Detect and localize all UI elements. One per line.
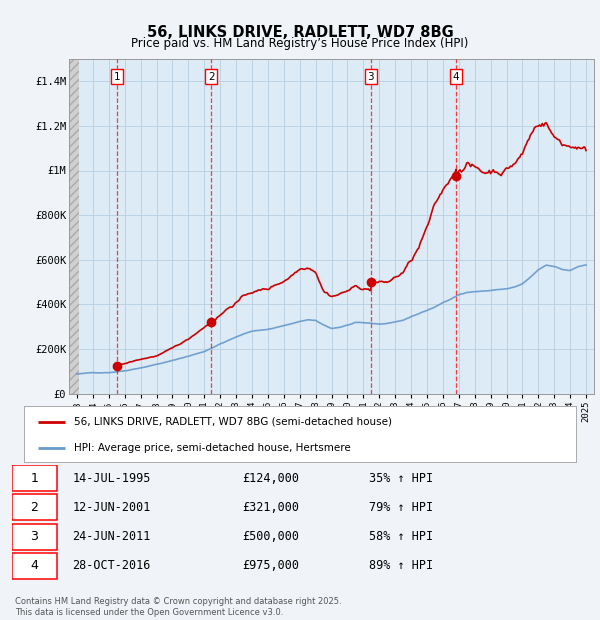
Text: 28-OCT-2016: 28-OCT-2016 [73,559,151,572]
Text: 1: 1 [114,72,121,82]
Text: 79% ↑ HPI: 79% ↑ HPI [369,501,433,514]
FancyBboxPatch shape [12,523,57,550]
Text: 35% ↑ HPI: 35% ↑ HPI [369,472,433,484]
Text: £500,000: £500,000 [242,530,299,543]
Text: 12-JUN-2001: 12-JUN-2001 [73,501,151,514]
FancyBboxPatch shape [12,494,57,520]
FancyBboxPatch shape [12,465,57,491]
Bar [211,59,371,394]
Text: 4: 4 [31,559,38,572]
Text: £124,000: £124,000 [242,472,299,484]
Text: 3: 3 [31,530,38,543]
Bar [371,59,456,394]
Text: 14-JUL-1995: 14-JUL-1995 [73,472,151,484]
Text: 89% ↑ HPI: 89% ↑ HPI [369,559,433,572]
Text: Contains HM Land Registry data © Crown copyright and database right 2025.
This d: Contains HM Land Registry data © Crown c… [15,598,341,617]
Text: 56, LINKS DRIVE, RADLETT, WD7 8BG (semi-detached house): 56, LINKS DRIVE, RADLETT, WD7 8BG (semi-… [74,417,392,427]
FancyBboxPatch shape [12,553,57,579]
Text: HPI: Average price, semi-detached house, Hertsmere: HPI: Average price, semi-detached house,… [74,443,350,453]
Text: £321,000: £321,000 [242,501,299,514]
Text: 56, LINKS DRIVE, RADLETT, WD7 8BG: 56, LINKS DRIVE, RADLETT, WD7 8BG [146,25,454,40]
Bar [77,59,118,394]
Text: £975,000: £975,000 [242,559,299,572]
Text: 24-JUN-2011: 24-JUN-2011 [73,530,151,543]
Text: 1: 1 [31,472,38,484]
Text: 2: 2 [208,72,215,82]
Bar [456,59,594,394]
Text: 4: 4 [453,72,460,82]
Text: Price paid vs. HM Land Registry’s House Price Index (HPI): Price paid vs. HM Land Registry’s House … [131,37,469,50]
Bar [69,59,79,394]
Bar [118,59,211,394]
Text: 58% ↑ HPI: 58% ↑ HPI [369,530,433,543]
Text: 3: 3 [368,72,374,82]
Text: 2: 2 [31,501,38,514]
